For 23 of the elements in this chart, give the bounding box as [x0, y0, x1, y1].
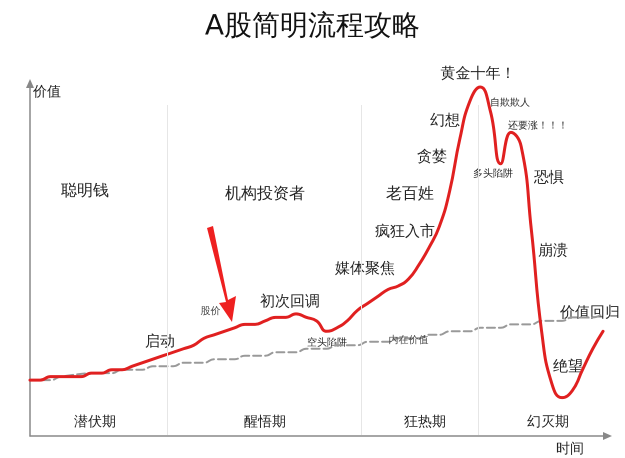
- annotation: 恐惧: [533, 168, 564, 186]
- annotation: 初次回调: [260, 292, 320, 310]
- annotation: 老百姓: [386, 184, 434, 202]
- annotation: 还要涨！！！: [508, 120, 568, 132]
- series-label: 股价: [200, 304, 220, 317]
- text: 黄金十年！: [440, 64, 516, 82]
- annotation: 狂热期: [404, 414, 446, 430]
- annotation: 醒悟期: [244, 414, 286, 430]
- annotation: 启动: [145, 332, 175, 350]
- annotation: 绝望: [553, 357, 583, 375]
- x-axis-title: 时间: [556, 441, 584, 457]
- chart-title: A股简明流程攻略: [204, 8, 420, 42]
- y-axis-title: 价值: [32, 84, 61, 100]
- annotation: 疯狂入市: [375, 222, 435, 240]
- annotation: 潜伏期: [74, 414, 116, 430]
- annotation: 崩溃: [538, 241, 568, 259]
- annotation: 聪明钱: [61, 180, 109, 200]
- annotation: 自欺欺人: [490, 96, 530, 108]
- annotation: 机构投资者: [225, 184, 305, 202]
- annotation: 贪婪: [417, 147, 447, 165]
- annotation: 幻想: [430, 111, 460, 129]
- series-label: 内在价值: [388, 334, 429, 346]
- annotation: 幻灭期: [527, 414, 569, 430]
